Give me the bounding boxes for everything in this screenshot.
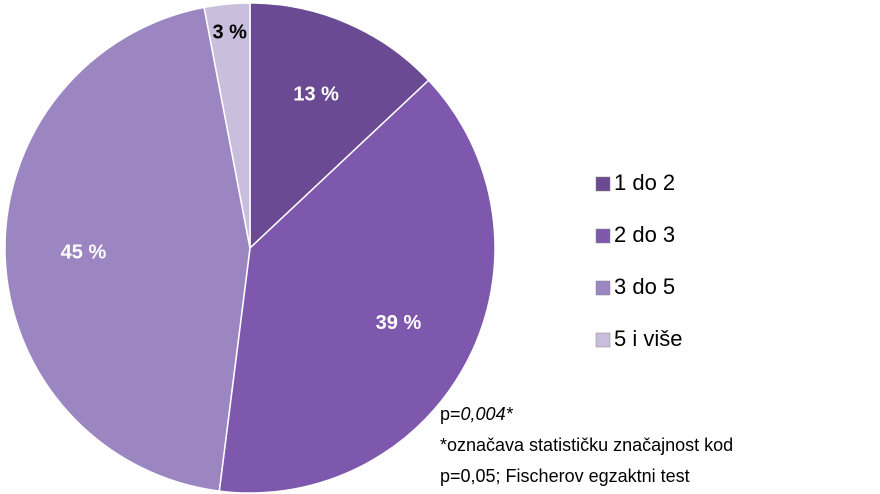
note: p=0,05; Fischerov egzaktni test	[440, 466, 690, 486]
value-label: 13 %	[293, 83, 339, 105]
legend-swatch	[595, 280, 611, 296]
value-label: 39 %	[376, 312, 422, 334]
pie-slice	[218, 79, 496, 494]
value-label: 45 %	[61, 242, 107, 264]
legend-swatch	[595, 332, 611, 348]
note: *označava statističku značajnost kod	[440, 435, 733, 455]
legend-label: 2 do 3	[614, 222, 675, 247]
p-number: 0,004*	[461, 404, 514, 424]
pie-slice	[249, 2, 430, 250]
legend-label: 1 do 2	[614, 170, 675, 195]
pie-slice	[4, 6, 251, 492]
pie-slice	[203, 2, 251, 249]
legend-label: 5 i više	[614, 326, 682, 351]
legend-label: 3 do 5	[614, 274, 675, 299]
p-prefix: p=	[440, 404, 461, 424]
legend-swatch	[595, 176, 611, 192]
value-label: 3 %	[212, 22, 247, 44]
p-value: p=0,004*	[440, 404, 514, 424]
legend-swatch	[595, 228, 611, 244]
